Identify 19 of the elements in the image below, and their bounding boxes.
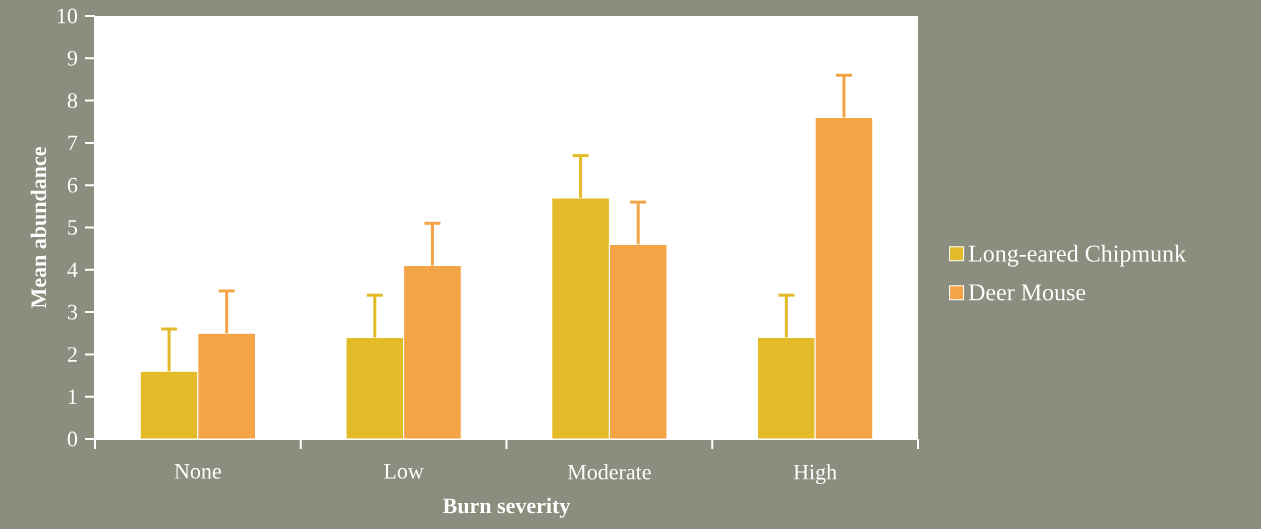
legend-label: Deer Mouse <box>968 284 1086 301</box>
y-tick-label: 7 <box>68 135 78 151</box>
y-tick-label: 1 <box>68 389 77 404</box>
y-tick-label: 2 <box>67 347 77 362</box>
x-tick-label: None <box>174 464 221 479</box>
legend-label: Long-eared Chipmunk <box>968 244 1187 267</box>
y-tick-label: 6 <box>67 177 78 193</box>
x-tick-label: Low <box>384 464 424 479</box>
y-axis-title: Mean abundance <box>30 147 47 309</box>
y-tick-label: 9 <box>67 50 78 66</box>
y-tick-label: 0 <box>67 431 78 447</box>
x-tick-label: High <box>793 464 837 485</box>
y-tick-label: 5 <box>68 220 78 235</box>
y-tick-label: 3 <box>68 304 78 320</box>
x-axis-title: Burn severity <box>443 497 571 518</box>
y-tick-label: 4 <box>67 262 78 278</box>
y-tick-label: 10 <box>57 8 78 24</box>
y-tick-label: 8 <box>67 93 78 109</box>
x-tick-label: Moderate <box>567 464 651 480</box>
